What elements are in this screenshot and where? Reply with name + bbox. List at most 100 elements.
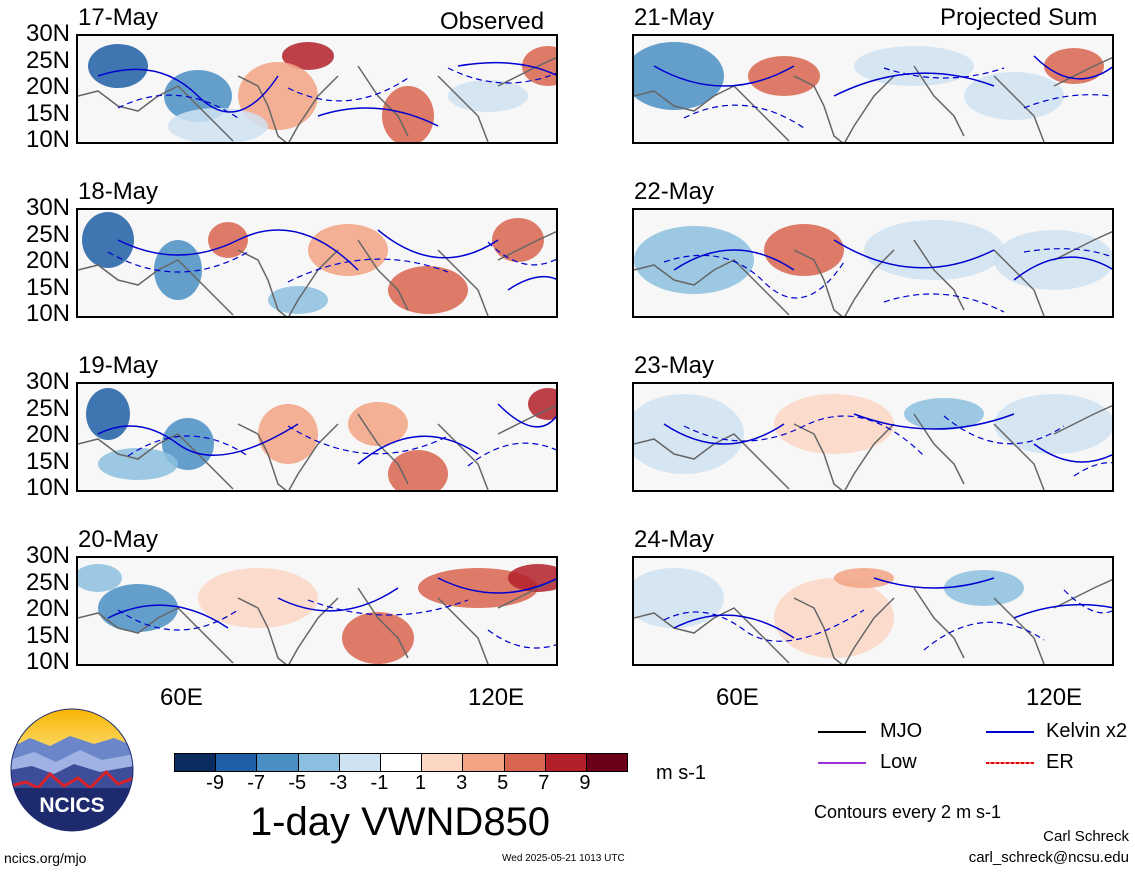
logo-text: NCICS xyxy=(39,794,104,817)
colorbar-label: 7 xyxy=(538,772,550,794)
colorbar-swatch xyxy=(421,754,463,771)
anomaly-shading xyxy=(994,394,1112,454)
anomaly-shading xyxy=(634,42,724,110)
colorbar-swatch xyxy=(297,754,339,771)
latitude-label: 20N xyxy=(25,247,70,274)
latitude-label: 30N xyxy=(25,368,70,395)
kelvin-contour-negative xyxy=(127,425,556,467)
figure-title: 1-day VWND850 xyxy=(249,800,551,844)
kelvin-contour-negative xyxy=(117,599,556,649)
kelvin-contour xyxy=(673,577,1112,639)
contour-interval-note: Contours every 2 m s-1 xyxy=(814,802,1002,822)
latitude-label: 20N xyxy=(25,595,70,622)
coastline xyxy=(78,578,556,664)
anomaly-shading xyxy=(388,266,468,314)
coastline xyxy=(634,230,1112,316)
colorbar-swatch xyxy=(175,754,216,771)
anomaly-shading xyxy=(258,404,318,464)
coastline xyxy=(634,56,1112,142)
anomaly-shading xyxy=(308,224,388,276)
latitude-label: 10N xyxy=(25,474,70,501)
colorbar-swatch xyxy=(462,754,504,771)
map-panel-22-may xyxy=(632,208,1114,318)
latitude-label: 30N xyxy=(25,542,70,569)
ncics-logo: NCICS xyxy=(10,708,134,832)
lon-label-120e-right: 120E xyxy=(1026,684,1083,711)
footer-website: ncics.org/mjo xyxy=(4,850,87,866)
legend-line-mjo xyxy=(818,731,866,733)
footer-timestamp: Wed 2025-05-21 1013 UTC xyxy=(502,853,625,864)
date-label-20-may: 20-May xyxy=(78,526,159,553)
anomaly-shading xyxy=(348,402,408,446)
colorbar-label: -1 xyxy=(370,772,389,794)
latitude-label: 20N xyxy=(25,73,70,100)
latitude-label: 25N xyxy=(25,394,70,422)
coastline xyxy=(78,404,556,490)
latitude-label: 25N xyxy=(25,220,70,248)
observed-header: Observed xyxy=(440,8,545,35)
legend-label-er: ER xyxy=(1046,751,1074,773)
anomaly-shading xyxy=(748,56,820,96)
colorbar-label: 3 xyxy=(456,772,468,794)
anomaly-shading xyxy=(834,568,894,588)
anomaly-shading xyxy=(86,388,130,440)
colorbar-swatch xyxy=(503,754,545,771)
legend-label-kelvin: Kelvin x2 xyxy=(1046,720,1128,742)
anomaly-shading xyxy=(864,220,1004,280)
map-field xyxy=(78,564,556,664)
colorbar xyxy=(174,753,628,772)
projected-header: Projected Sum xyxy=(940,4,1098,31)
latitude-label: 15N xyxy=(25,447,70,475)
map-field xyxy=(634,568,1112,664)
colorbar-swatch xyxy=(338,754,380,771)
latitude-label: 10N xyxy=(25,648,70,675)
colorbar-swatch xyxy=(256,754,298,771)
anomaly-shading xyxy=(388,450,448,490)
anomaly-shading xyxy=(238,62,318,130)
footer-author: Carl Schreck xyxy=(1043,828,1129,845)
map-field xyxy=(78,388,556,490)
latitude-label: 10N xyxy=(25,126,70,153)
anomaly-shading xyxy=(154,240,202,300)
latitude-label: 15N xyxy=(25,273,70,301)
latitude-label: 15N xyxy=(25,621,70,649)
legend-label-low: Low xyxy=(880,751,917,773)
date-label-23-may: 23-May xyxy=(634,352,715,379)
kelvin-contour xyxy=(97,61,556,127)
kelvin-contour-negative xyxy=(117,67,556,119)
kelvin-contour xyxy=(117,229,556,291)
colorbar-swatch xyxy=(379,754,422,771)
latitude-label: 15N xyxy=(25,99,70,127)
kelvin-contour xyxy=(97,403,556,465)
anomaly-shading xyxy=(82,212,134,268)
anomaly-shading xyxy=(634,394,744,474)
anomaly-shading xyxy=(634,568,724,628)
anomaly-shading xyxy=(774,394,894,454)
kelvin-contour xyxy=(673,239,1112,281)
anomaly-shading xyxy=(764,224,844,276)
colorbar-units: m s-1 xyxy=(656,762,706,784)
date-label-21-may: 21-May xyxy=(634,4,715,31)
colorbar-label: 5 xyxy=(497,772,509,794)
legend-line-low xyxy=(818,762,866,764)
anomaly-shading xyxy=(944,570,1024,606)
lon-label-60e-right: 60E xyxy=(716,684,759,711)
kelvin-contour-negative xyxy=(663,589,1112,651)
anomaly-shading xyxy=(282,42,334,70)
colorbar-label: -5 xyxy=(288,772,307,794)
map-panel-24-may xyxy=(632,556,1114,666)
colorbar-label: 9 xyxy=(579,772,591,794)
colorbar-swatch xyxy=(544,754,586,771)
map-panel-18-may xyxy=(76,208,558,318)
colorbar-label: 1 xyxy=(414,772,427,794)
anomaly-shading xyxy=(78,564,122,592)
date-label-19-may: 19-May xyxy=(78,352,159,379)
map-field xyxy=(634,42,1112,142)
latitude-label: 30N xyxy=(25,194,70,221)
anomaly-shading xyxy=(88,44,148,88)
map-field xyxy=(634,394,1112,490)
kelvin-contour-negative xyxy=(683,67,1112,129)
kelvin-contour xyxy=(663,413,1112,463)
anomaly-shading xyxy=(904,398,984,430)
colorbar-label: -7 xyxy=(247,772,266,794)
